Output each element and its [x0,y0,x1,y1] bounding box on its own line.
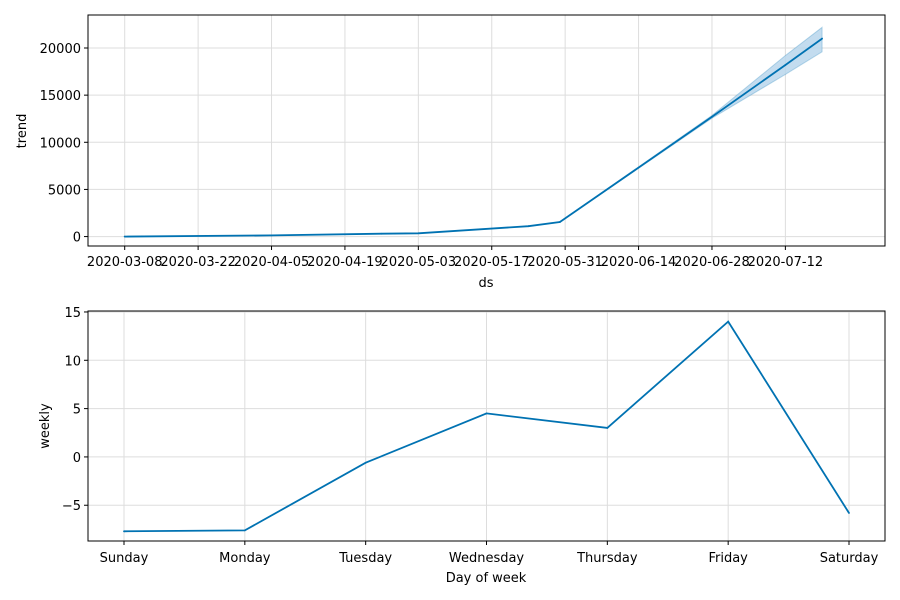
trend-y-axis-label: trend [15,114,30,149]
weekly-chart: Sunday Monday Tuesday Wednesday Thursday Frid… [38,306,886,586]
weekly-data-point [123,530,125,533]
trend-data-point [527,225,530,228]
weekly-y-tick-label: 10 [64,354,81,369]
weekly-data-point [485,412,488,415]
weekly-data-point [848,512,850,514]
trend-data-point [559,221,561,223]
trend-x-tick-label: 2020-04-19 [307,255,383,270]
trend-grid [88,15,885,246]
trend-y-tick-label: 0 [73,231,81,246]
weekly-y-tick-label: 0 [73,451,81,466]
trend-data-point [784,64,787,66]
trend-y-tick-label: 5000 [48,183,81,198]
trend-plot-frame [87,14,886,247]
trend-ticks: 2020-03-082020-03-222020-04-052020-04-19… [40,42,824,270]
trend-x-tick-label: 2020-03-22 [160,255,236,270]
weekly-data-point [243,529,246,532]
trend-x-tick-label: 2020-06-28 [674,255,750,270]
trend-chart: 2020-03-082020-03-222020-04-052020-04-19… [15,14,886,291]
weekly-x-tick-label: Sunday [100,551,149,566]
trend-x-tick-label: 2020-07-12 [748,255,824,270]
trend-x-tick-label: 2020-06-14 [601,255,677,270]
trend-uncertainty-band [124,26,823,238]
weekly-y-tick-label: 15 [64,306,81,321]
weekly-x-tick-label: Tuesday [338,551,392,566]
trend-x-tick-label: 2020-03-08 [87,255,163,270]
trend-data-point [270,234,273,237]
weekly-x-axis-label: Day of week [446,571,527,586]
weekly-line [123,320,850,533]
weekly-x-tick-label: Thursday [576,551,638,566]
weekly-data-point [606,427,609,429]
trend-x-tick-label: 2020-04-05 [234,255,310,270]
trend-y-tick-label: 15000 [40,89,81,104]
trend-data-point [380,232,383,235]
trend-series-line [124,37,823,238]
weekly-x-tick-label: Monday [219,551,271,566]
trend-uncertainty-area [124,26,823,238]
weekly-ticks: Sunday Monday Tuesday Wednesday Thursday Frid… [62,306,879,566]
trend-data-point [417,232,420,235]
trend-line [123,37,823,238]
weekly-x-tick-label: Saturday [820,551,879,566]
weekly-x-tick-label: Wednesday [449,551,525,566]
weekly-data-point [364,461,367,464]
trend-x-tick-label: 2020-05-03 [381,255,457,270]
weekly-y-tick-label: 5 [73,403,81,418]
trend-y-tick-label: 20000 [40,42,81,57]
trend-data-point [123,235,126,238]
weekly-grid [88,311,885,541]
trend-x-axis-label: ds [478,276,493,291]
trend-data-point [821,37,823,40]
weekly-x-tick-label: Friday [708,551,748,566]
weekly-y-tick-label: −5 [62,499,81,514]
trend-data-point [711,115,713,118]
weekly-y-axis-label: weekly [38,403,53,449]
weekly-data-point [727,320,730,323]
trend-x-tick-label: 2020-05-31 [527,255,603,270]
trend-y-tick-label: 10000 [40,136,81,151]
trend-x-tick-label: 2020-05-17 [454,255,530,270]
